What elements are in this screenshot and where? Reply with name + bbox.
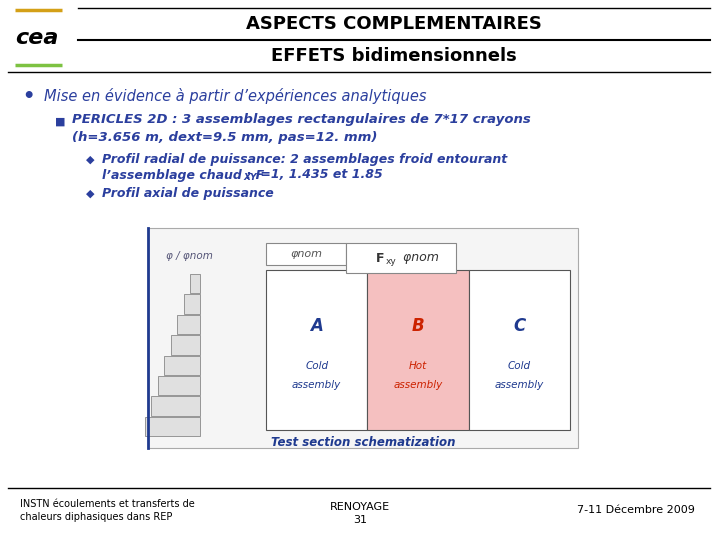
Bar bbox=[184, 294, 200, 314]
Text: φnom: φnom bbox=[290, 249, 322, 259]
Text: Test section schematization: Test section schematization bbox=[271, 435, 455, 449]
Text: F: F bbox=[376, 252, 384, 265]
Bar bbox=[190, 274, 200, 293]
Text: 31: 31 bbox=[353, 515, 367, 525]
Bar bbox=[469, 270, 570, 430]
Bar bbox=[266, 270, 367, 430]
Text: xy: xy bbox=[386, 256, 397, 266]
Bar bbox=[171, 335, 200, 354]
Bar bbox=[266, 243, 346, 265]
Text: C: C bbox=[513, 317, 526, 335]
Text: Hot: Hot bbox=[409, 361, 427, 371]
Text: φnom: φnom bbox=[399, 252, 439, 265]
Text: EFFETS bidimensionnels: EFFETS bidimensionnels bbox=[271, 47, 517, 65]
Bar bbox=[177, 315, 200, 334]
Bar bbox=[145, 417, 200, 436]
Text: INSTN écoulements et transferts de: INSTN écoulements et transferts de bbox=[20, 499, 194, 509]
Text: l’assemblage chaud : F: l’assemblage chaud : F bbox=[102, 168, 264, 181]
Bar bbox=[367, 270, 469, 430]
Text: A: A bbox=[310, 317, 323, 335]
Text: assembly: assembly bbox=[393, 380, 443, 390]
Text: ◆: ◆ bbox=[86, 155, 94, 165]
Text: ASPECTS COMPLEMENTAIRES: ASPECTS COMPLEMENTAIRES bbox=[246, 15, 542, 33]
Bar bbox=[158, 376, 200, 395]
Text: Mise en évidence à partir d’expériences analytiques: Mise en évidence à partir d’expériences … bbox=[44, 88, 426, 104]
Text: φ / φnom: φ / φnom bbox=[166, 251, 213, 261]
Bar bbox=[148, 228, 578, 448]
Text: XY: XY bbox=[243, 173, 256, 183]
Text: PERICLES 2D : 3 assemblages rectangulaires de 7*17 crayons: PERICLES 2D : 3 assemblages rectangulair… bbox=[72, 112, 531, 125]
Text: =1, 1.435 et 1.85: =1, 1.435 et 1.85 bbox=[256, 168, 383, 181]
Text: assembly: assembly bbox=[495, 380, 544, 390]
Text: assembly: assembly bbox=[292, 380, 341, 390]
Text: 7-11 Décembre 2009: 7-11 Décembre 2009 bbox=[577, 505, 695, 515]
Text: ■: ■ bbox=[55, 117, 66, 127]
Text: chaleurs diphasiques dans REP: chaleurs diphasiques dans REP bbox=[20, 512, 172, 522]
Text: B: B bbox=[412, 317, 424, 335]
Text: Profil radial de puissance: 2 assemblages froid entourant: Profil radial de puissance: 2 assemblage… bbox=[102, 153, 508, 166]
Text: Profil axial de puissance: Profil axial de puissance bbox=[102, 187, 274, 200]
Text: Cold: Cold bbox=[305, 361, 328, 371]
Bar bbox=[346, 243, 456, 273]
Text: •: • bbox=[22, 86, 34, 105]
Text: ◆: ◆ bbox=[86, 189, 94, 199]
Text: cea: cea bbox=[15, 28, 58, 48]
Bar bbox=[164, 355, 200, 375]
Text: Cold: Cold bbox=[508, 361, 531, 371]
Bar bbox=[151, 396, 200, 416]
Text: RENOYAGE: RENOYAGE bbox=[330, 502, 390, 512]
Text: (h=3.656 m, dext=9.5 mm, pas=12. mm): (h=3.656 m, dext=9.5 mm, pas=12. mm) bbox=[72, 131, 377, 144]
